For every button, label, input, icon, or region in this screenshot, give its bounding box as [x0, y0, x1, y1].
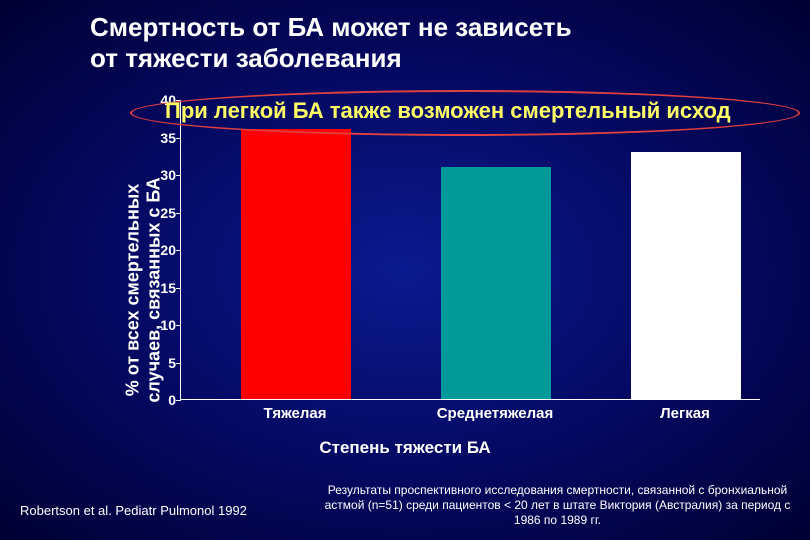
- citation: Robertson et al. Pediatr Pulmonol 1992: [20, 503, 247, 518]
- y-tick-label: 35: [151, 130, 176, 146]
- page-title: Смертность от БА может не зависеть от тя…: [90, 12, 790, 74]
- title-line2: от тяжести заболевания: [90, 43, 402, 73]
- y-tick-label: 0: [151, 392, 176, 408]
- footnote: Результаты проспективного исследования с…: [320, 483, 795, 528]
- y-tick-mark: [176, 175, 181, 176]
- x-tick-label: Легкая: [660, 405, 710, 422]
- y-tick-mark: [176, 138, 181, 139]
- bar: [441, 167, 551, 400]
- plot: 0510152025303540: [180, 100, 760, 400]
- subtitle: При легкой БА также возможен смертельный…: [165, 98, 731, 124]
- y-tick-mark: [176, 250, 181, 251]
- y-tick-label: 5: [151, 355, 176, 371]
- bar: [631, 152, 741, 400]
- y-tick-mark: [176, 288, 181, 289]
- title-line1: Смертность от БА может не зависеть: [90, 12, 572, 42]
- y-tick-label: 20: [151, 242, 176, 258]
- y-tick-mark: [176, 325, 181, 326]
- y-tick-label: 30: [151, 167, 176, 183]
- y-tick-label: 25: [151, 205, 176, 221]
- y-tick-mark: [176, 400, 181, 401]
- y-tick-label: 15: [151, 280, 176, 296]
- y-tick-mark: [176, 363, 181, 364]
- ylabel-line1: % от всех смертельных: [122, 184, 142, 396]
- x-tick-label: Тяжелая: [264, 405, 327, 422]
- y-tick-label: 10: [151, 317, 176, 333]
- x-tick-label: Среднетяжелая: [437, 405, 554, 422]
- y-tick-mark: [176, 213, 181, 214]
- chart-area: 0510152025303540 Тяжелая Среднетяжелая Лег…: [150, 100, 760, 430]
- bar: [241, 129, 351, 399]
- x-axis-label: Степень тяжести БА: [319, 438, 490, 458]
